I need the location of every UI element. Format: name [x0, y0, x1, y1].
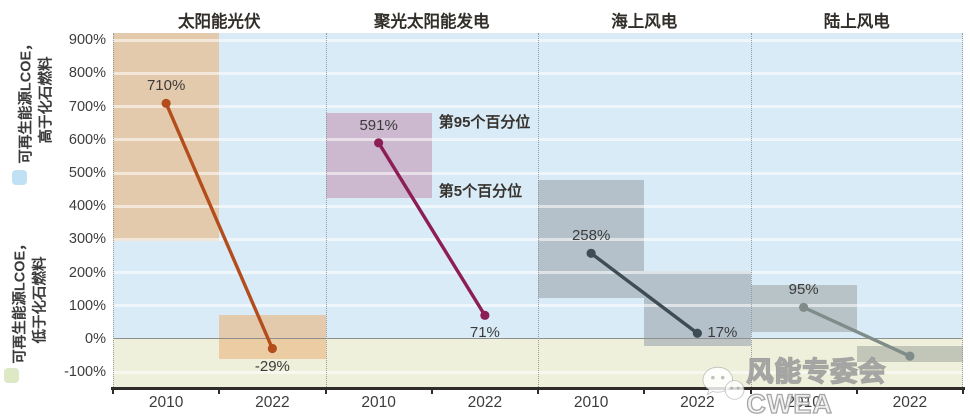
- x-axis-tick: [218, 389, 221, 394]
- data-point: [586, 248, 596, 258]
- panel-title: 陆上风电: [823, 13, 890, 31]
- y-tick-label: 800%: [68, 65, 106, 82]
- x-axis-tick: [962, 389, 964, 394]
- value-label: 95%: [788, 281, 819, 299]
- legend-below-fossil: 可再生能源LCOE， 低于化石燃料: [11, 236, 52, 363]
- panel-separator: [113, 33, 114, 387]
- panel-title: 海上风电: [611, 13, 678, 31]
- value-label: 710%: [146, 77, 186, 95]
- x-axis-tick: [643, 389, 646, 394]
- value-label: -29%: [254, 357, 290, 375]
- x-tick-label: 2022: [255, 394, 290, 411]
- x-axis-tick: [749, 389, 752, 394]
- legend-below-line2: 低于化石燃料: [33, 256, 49, 344]
- data-point: [692, 328, 702, 338]
- data-point: [480, 310, 490, 320]
- y-tick-label: 100%: [68, 297, 106, 314]
- trend-line: [802, 305, 911, 358]
- x-tick-label: 2022: [467, 394, 503, 411]
- value-label: 258%: [571, 227, 611, 245]
- percentile-band: [325, 113, 432, 198]
- panel-separator: [962, 33, 963, 387]
- y-tick-label: 200%: [68, 264, 106, 281]
- trend-line: [590, 251, 699, 335]
- panel-separator: [538, 33, 539, 387]
- plot-area: 710% -29% 591% 71% 258% 17% 95% 第95个百分位 第5个百分位: [113, 33, 963, 387]
- trend-line: [164, 102, 274, 350]
- x-tick-label: 2010: [361, 394, 396, 411]
- y-tick-label: 0%: [85, 330, 106, 347]
- data-point: [161, 98, 171, 108]
- data-point: [267, 343, 277, 354]
- x-tick-label: 2010: [148, 394, 184, 411]
- x-axis-line: [111, 387, 965, 390]
- legend-below-marker-icon: [4, 368, 19, 383]
- panel-separator: [325, 33, 327, 387]
- y-tick-label: 900%: [68, 32, 106, 49]
- y-tick-label: 700%: [68, 98, 106, 115]
- x-tick-label: 2022: [892, 394, 928, 411]
- x-axis-tick: [430, 389, 433, 394]
- legend-above-line1: 可再生能源LCOE，: [18, 36, 35, 164]
- y-tick-label: 300%: [68, 231, 106, 248]
- value-label: 71%: [469, 324, 500, 342]
- x-tick-label: 2010: [573, 394, 609, 411]
- x-axis-tick: [112, 389, 114, 394]
- panel-title: 聚光太阳能发电: [374, 13, 490, 31]
- legend-above-marker-icon: [12, 170, 27, 185]
- percentile-annotation: 第5个百分位: [438, 182, 523, 200]
- x-tick-label: 2022: [680, 394, 715, 411]
- percentile-annotation: 第95个百分位: [438, 113, 531, 131]
- y-tick-label: 500%: [68, 165, 106, 181]
- x-axis-tick: [855, 389, 858, 394]
- y-tick-label: 400%: [68, 198, 106, 215]
- value-label: 17%: [707, 324, 738, 342]
- data-point: [799, 302, 809, 312]
- x-axis-tick: [537, 389, 539, 394]
- y-tick-label: 600%: [68, 131, 106, 148]
- x-axis-tick: [324, 389, 327, 394]
- panel-separator: [750, 33, 752, 387]
- legend-below-line1: 可再生能源LCOE，: [12, 236, 29, 364]
- value-label: 591%: [359, 116, 398, 134]
- panel-title: 太阳能光伏: [178, 13, 261, 31]
- x-tick-label: 2010: [786, 394, 821, 411]
- data-point: [905, 351, 915, 361]
- legend-above-fossil: 可再生能源LCOE， 高于化石燃料: [17, 36, 58, 163]
- y-tick-label: -100%: [64, 364, 106, 381]
- slope-lines: [161, 98, 915, 361]
- data-point: [374, 138, 384, 148]
- trend-line: [377, 141, 487, 317]
